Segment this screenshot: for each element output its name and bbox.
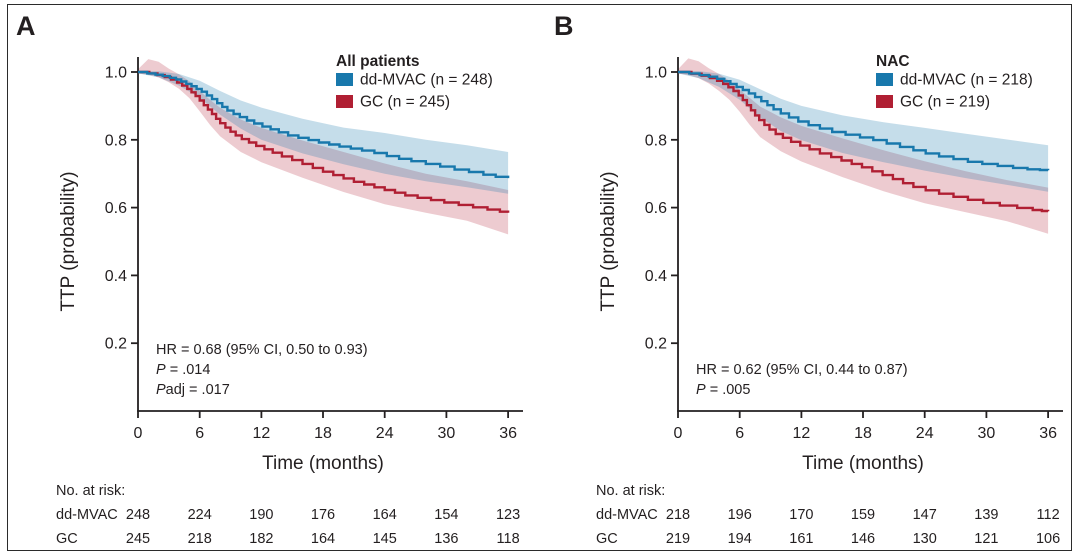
- risk-value: 218: [666, 507, 690, 523]
- risk-value: 196: [728, 507, 752, 523]
- km-curve-dd-MVAC: [138, 70, 510, 179]
- legend: NAC dd-MVAC (n = 218) GC (n = 219): [876, 53, 1033, 111]
- risk-value: 218: [188, 531, 212, 547]
- x-tick-label: 12: [793, 425, 811, 442]
- y-tick-label: 0.8: [645, 132, 667, 149]
- legend-entry-label: dd-MVAC (n = 218): [900, 72, 1033, 89]
- y-tick-label: 0.2: [105, 336, 127, 353]
- legend: All patients dd-MVAC (n = 248) GC (n = 245…: [336, 53, 493, 111]
- legend-title: NAC: [876, 53, 910, 70]
- figure-border: [7, 4, 1072, 551]
- y-axis-title: TTP (probability): [598, 171, 619, 311]
- risk-value: 176: [311, 507, 335, 523]
- stats-line: P = .014: [156, 362, 210, 378]
- risk-value: 154: [434, 507, 458, 523]
- x-tick-label: 36: [499, 425, 517, 442]
- risk-table: No. at risk: dd-MVAC 248 224 190 176 164 154 123…: [56, 483, 520, 547]
- x-tick-label: 0: [134, 425, 143, 442]
- x-tick-label: 6: [195, 425, 204, 442]
- risk-value: 219: [666, 531, 690, 547]
- risk-value: 245: [126, 531, 150, 547]
- risk-value: 130: [913, 531, 937, 547]
- x-tick-label: 24: [376, 425, 394, 442]
- ci-band-dd-MVAC: [678, 71, 1049, 192]
- km-curve-GC: [138, 70, 510, 213]
- risk-value: 182: [249, 531, 273, 547]
- y-tick-label: 0.4: [105, 268, 127, 285]
- y-tick-label: 0.6: [645, 200, 667, 217]
- x-tick-label: 12: [253, 425, 271, 442]
- ci-band-GC: [678, 58, 1049, 234]
- x-tick-label: 18: [854, 425, 872, 442]
- x-axis-title: Time (months): [802, 453, 924, 474]
- risk-value: 194: [728, 531, 752, 547]
- risk-table-title: No. at risk:: [56, 483, 125, 499]
- risk-value: 146: [851, 531, 875, 547]
- legend-swatch-gc: [336, 95, 353, 108]
- y-tick-label: 0.8: [105, 132, 127, 149]
- panel-b-label: B: [554, 11, 574, 41]
- ci-band-GC: [138, 59, 509, 235]
- x-tick-label: 30: [978, 425, 996, 442]
- legend-entry-label: dd-MVAC (n = 248): [360, 72, 493, 89]
- x-tick-label: 0: [674, 425, 683, 442]
- x-tick-label: 24: [916, 425, 934, 442]
- risk-value: 118: [497, 531, 520, 547]
- risk-row-label-GC: GC: [56, 531, 78, 547]
- km-curve-GC: [678, 70, 1050, 213]
- legend-swatch-ddmvac: [336, 73, 353, 86]
- panel-a-label: A: [16, 11, 36, 41]
- risk-value: 224: [188, 507, 212, 523]
- y-tick-label: 0.2: [645, 336, 667, 353]
- risk-value: 164: [311, 531, 335, 547]
- risk-row-label-dd-MVAC: dd-MVAC: [596, 507, 658, 523]
- risk-value: 159: [851, 507, 875, 523]
- x-axis-title: Time (months): [262, 453, 384, 474]
- risk-value: 136: [434, 531, 458, 547]
- risk-value: 139: [974, 507, 998, 523]
- risk-row-label-dd-MVAC: dd-MVAC: [56, 507, 118, 523]
- panel-b-chart: 1.0 0.8 0.6 0.4 0.2 0 6 12 18 24 30 36 Time (months)…: [596, 53, 1063, 547]
- legend-title: All patients: [336, 53, 420, 70]
- stats-line: HR = 0.62 (95% CI, 0.44 to 0.87): [696, 362, 908, 378]
- stats-line: HR = 0.68 (95% CI, 0.50 to 0.93): [156, 342, 368, 358]
- y-tick-label: 1.0: [645, 65, 667, 82]
- km-curve-dd-MVAC: [678, 70, 1050, 172]
- risk-value: 161: [789, 531, 813, 547]
- risk-row-label-GC: GC: [596, 531, 618, 547]
- y-tick-label: 0.6: [105, 200, 127, 217]
- risk-value: 145: [373, 531, 397, 547]
- risk-value: 248: [126, 507, 150, 523]
- risk-value: 106: [1036, 531, 1060, 547]
- panel-a-chart: 1.0 0.8 0.6 0.4 0.2 0 6 12 18 24 30 36 Time (months)…: [56, 53, 523, 547]
- y-tick-label: 0.4: [645, 268, 667, 285]
- legend-swatch-gc: [876, 95, 893, 108]
- risk-value: 121: [974, 531, 998, 547]
- ci-band-dd-MVAC: [138, 71, 509, 194]
- risk-table: No. at risk: dd-MVAC 218 196 170 159 147 139 112…: [596, 483, 1060, 547]
- y-tick-label: 1.0: [105, 65, 127, 82]
- legend-entry-label: GC (n = 245): [360, 94, 450, 111]
- x-tick-label: 36: [1039, 425, 1057, 442]
- risk-value: 170: [789, 507, 813, 523]
- risk-value: 164: [373, 507, 397, 523]
- legend-swatch-ddmvac: [876, 73, 893, 86]
- legend-entry-label: GC (n = 219): [900, 94, 990, 111]
- x-tick-label: 18: [314, 425, 332, 442]
- risk-value: 147: [913, 507, 937, 523]
- risk-value: 112: [1037, 507, 1060, 523]
- risk-value: 123: [496, 507, 520, 523]
- risk-table-title: No. at risk:: [596, 483, 665, 499]
- stats-line: P = .005: [696, 382, 750, 398]
- y-axis-title: TTP (probability): [58, 171, 79, 311]
- stats-line: Padj = .017: [156, 382, 230, 398]
- x-tick-label: 30: [438, 425, 456, 442]
- risk-value: 190: [249, 507, 273, 523]
- x-tick-label: 6: [735, 425, 744, 442]
